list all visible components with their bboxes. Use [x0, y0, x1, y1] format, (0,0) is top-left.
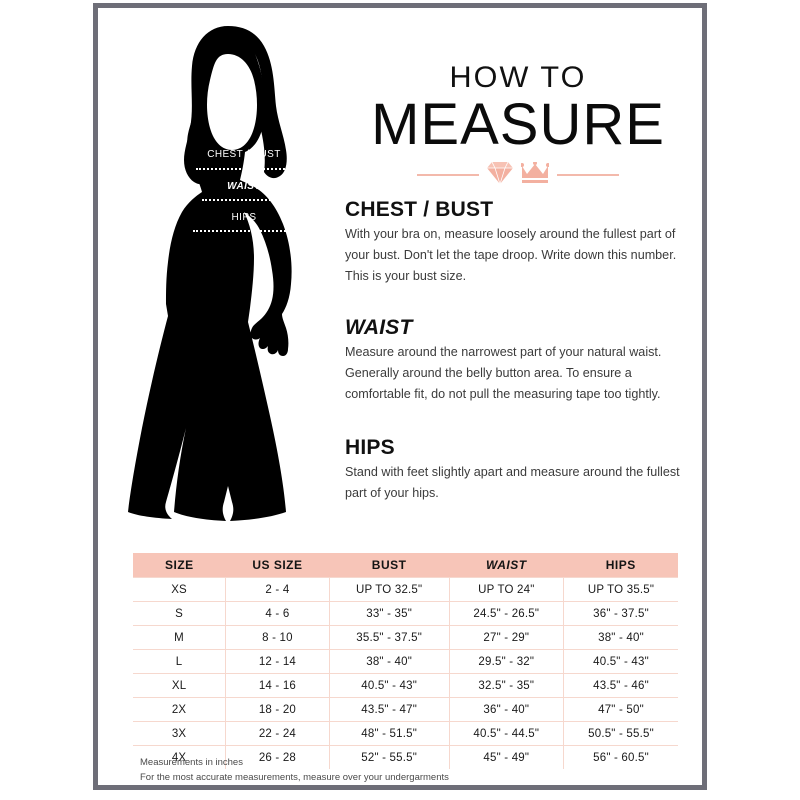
- table-header-us-size: US SIZE: [225, 553, 330, 578]
- size-chart-table: SIZE US SIZE BUST WAIST HIPS XS 2 - 4 UP T…: [133, 553, 678, 769]
- section-hips: HIPS Stand with feet slightly apart and …: [345, 436, 690, 504]
- table-header-waist: WAIST: [449, 553, 564, 578]
- table-body: XS 2 - 4 UP TO 32.5" UP TO 24" UP TO 35.5" S 4…: [133, 577, 678, 769]
- silhouette-label-chest-bust: CHEST / BUST: [207, 149, 281, 160]
- table-cell-size: S: [133, 601, 227, 626]
- table-cell-waist: 40.5" - 44.5": [448, 721, 565, 746]
- size-chart-page: CHEST / BUST WAIST HIPS HOW TO MEASURE: [98, 8, 702, 785]
- table-cell-size: M: [133, 625, 227, 650]
- table-row: XL 14 - 16 40.5" - 43" 32.5" - 35" 43.5" - 4…: [133, 673, 678, 698]
- ornament-rule-left: [417, 174, 479, 177]
- table-cell-hips: 56" - 60.5": [563, 745, 678, 769]
- table-cell-size: 4X: [133, 745, 227, 769]
- table-cell-bust: UP TO 32.5": [328, 577, 450, 602]
- ornament-rule-right: [557, 174, 619, 177]
- title-ornament: [343, 160, 693, 189]
- table-cell-hips: 36" - 37.5": [563, 601, 678, 626]
- section-body-waist: Measure around the narrowest part of you…: [345, 345, 662, 401]
- table-cell-waist: 36" - 40": [448, 697, 565, 722]
- waist-guide-line: [202, 199, 286, 201]
- table-cell-us-size: 8 - 10: [225, 625, 330, 650]
- table-cell-us-size: 2 - 4: [225, 577, 330, 602]
- table-cell-bust: 43.5" - 47": [328, 697, 450, 722]
- table-cell-hips: 43.5" - 46": [563, 673, 678, 698]
- table-cell-size: XL: [133, 673, 227, 698]
- table-cell-waist: 45" - 49": [448, 745, 565, 769]
- table-cell-us-size: 26 - 28: [225, 745, 330, 769]
- table-cell-waist: 27" - 29": [448, 625, 565, 650]
- table-cell-size: XS: [133, 577, 227, 602]
- model-silhouette: CHEST / BUST WAIST HIPS: [108, 16, 348, 536]
- section-heading-chest-bust: CHEST / BUST: [345, 198, 494, 221]
- section-body-hips: Stand with feet slightly apart and measu…: [345, 465, 680, 500]
- table-row: XS 2 - 4 UP TO 32.5" UP TO 24" UP TO 35.5": [133, 577, 678, 602]
- table-header-size: SIZE: [133, 553, 226, 578]
- title-line-measure: MEASURE: [371, 92, 665, 157]
- table-cell-hips: 50.5" - 55.5": [563, 721, 678, 746]
- chest-bust-guide-line: [196, 168, 292, 170]
- table-cell-us-size: 14 - 16: [225, 673, 330, 698]
- title-line-how-to: HOW TO: [449, 61, 587, 94]
- section-body-chest-bust: With your bra on, measure loosely around…: [345, 227, 677, 283]
- crown-icon: [520, 160, 550, 189]
- chart-frame: CHEST / BUST WAIST HIPS HOW TO MEASURE: [93, 3, 707, 790]
- table-cell-bust: 38" - 40": [328, 649, 450, 674]
- table-row: 2X 18 - 20 43.5" - 47" 36" - 40" 47" - 50": [133, 697, 678, 722]
- table-header-bust: BUST: [329, 553, 450, 578]
- table-cell-hips: 38" - 40": [563, 625, 678, 650]
- hips-guide-line: [193, 230, 297, 232]
- table-cell-size: L: [133, 649, 227, 674]
- table-cell-hips: 40.5" - 43": [563, 649, 678, 674]
- table-header-row: SIZE US SIZE BUST WAIST HIPS: [133, 553, 678, 578]
- section-heading-waist: WAIST: [345, 316, 413, 339]
- table-cell-size: 2X: [133, 697, 227, 722]
- silhouette-label-hips: HIPS: [231, 212, 257, 223]
- table-row: L 12 - 14 38" - 40" 29.5" - 32" 40.5" - 43": [133, 649, 678, 674]
- table-cell-hips: UP TO 35.5": [563, 577, 678, 602]
- table-cell-waist: 24.5" - 26.5": [448, 601, 565, 626]
- table-cell-bust: 35.5" - 37.5": [328, 625, 450, 650]
- table-cell-size: 3X: [133, 721, 227, 746]
- diamond-icon: [487, 161, 513, 189]
- table-cell-waist: 32.5" - 35": [448, 673, 565, 698]
- silhouette-label-waist: WAIST: [227, 181, 261, 192]
- table-header-hips: HIPS: [563, 553, 678, 578]
- page-title: HOW TO MEASURE: [343, 63, 693, 189]
- table-cell-bust: 40.5" - 43": [328, 673, 450, 698]
- table-cell-us-size: 12 - 14: [225, 649, 330, 674]
- table-row: 4X 26 - 28 52" - 55.5" 45" - 49" 56" - 60.5": [133, 745, 678, 769]
- table-cell-us-size: 22 - 24: [225, 721, 330, 746]
- table-cell-waist: UP TO 24": [448, 577, 565, 602]
- table-cell-hips: 47" - 50": [563, 697, 678, 722]
- section-chest-bust: CHEST / BUST With your bra on, measure l…: [345, 198, 690, 286]
- table-cell-waist: 29.5" - 32": [448, 649, 565, 674]
- footnote-accuracy: For the most accurate measurements, meas…: [140, 771, 449, 783]
- footnote-units: Measurements in inches: [140, 757, 243, 768]
- table-cell-bust: 48" - 51.5": [328, 721, 450, 746]
- table-cell-bust: 33" - 35": [328, 601, 450, 626]
- table-row: 3X 22 - 24 48" - 51.5" 40.5" - 44.5" 50.5" -…: [133, 721, 678, 746]
- table-cell-us-size: 18 - 20: [225, 697, 330, 722]
- table-cell-us-size: 4 - 6: [225, 601, 330, 626]
- section-heading-hips: HIPS: [345, 436, 395, 459]
- footnotes: Measurements in inches For the most accu…: [140, 756, 449, 785]
- section-waist: WAIST Measure around the narrowest part …: [345, 316, 690, 404]
